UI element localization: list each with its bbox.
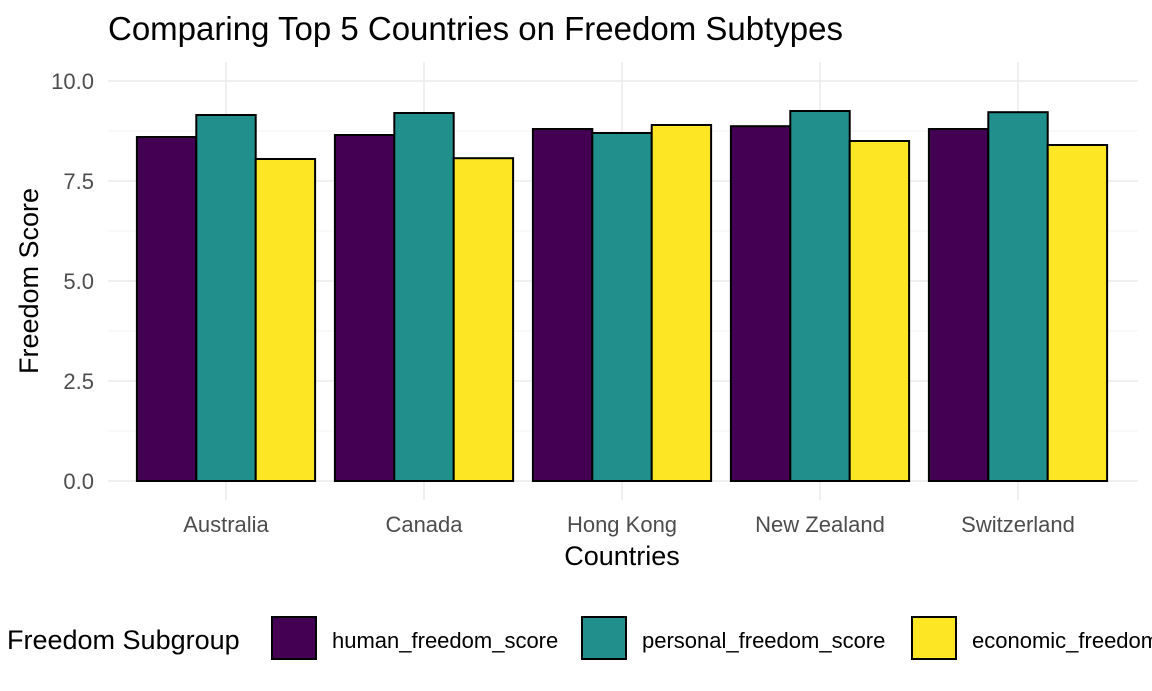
x-axis-title: Countries	[564, 541, 680, 571]
legend-key-personal-freedom-score	[581, 616, 627, 660]
bar-human-freedom-score-canada	[333, 134, 396, 482]
legend: Freedom Subgroup human_freedom_score pers…	[7, 616, 1152, 660]
bar-personal-freedom-score-new-zealand	[789, 110, 851, 482]
bar-personal-freedom-score-canada	[393, 112, 455, 482]
bar-economic-freedom-score-australia	[254, 158, 317, 482]
bar-economic-freedom-score-canada	[452, 157, 515, 482]
legend-items: human_freedom_score personal_freedom_scor…	[271, 616, 1152, 660]
y-axis-title: Freedom Score	[14, 188, 44, 374]
x-tick-label: Hong Kong	[567, 512, 677, 537]
ticks-layer: 0.0 2.5 5.0 7.5 10.0 Australia Canada Hong Kong…	[51, 69, 1075, 537]
bar-human-freedom-score-switzerland	[927, 128, 990, 482]
legend-key-human-freedom-score	[271, 616, 317, 660]
bar-economic-freedom-score-new-zealand	[848, 140, 911, 482]
legend-label-personal-freedom-score: personal_freedom_score	[642, 628, 885, 653]
legend-label-economic-freedom-score: economic_freedom_score	[972, 628, 1152, 653]
x-tick-label: New Zealand	[755, 512, 885, 537]
bars-layer	[135, 110, 1109, 482]
x-tick-label: Australia	[183, 512, 269, 537]
legend-title: Freedom Subgroup	[7, 625, 240, 655]
bar-personal-freedom-score-hong-kong	[591, 132, 653, 482]
y-tick-label: 7.5	[63, 169, 94, 194]
x-tick-label: Switzerland	[961, 512, 1075, 537]
chart-title: Comparing Top 5 Countries on Freedom Sub…	[108, 10, 843, 47]
y-tick-label: 5.0	[63, 269, 94, 294]
legend-key-economic-freedom-score	[911, 616, 957, 660]
bar-human-freedom-score-australia	[135, 136, 198, 482]
bar-economic-freedom-score-hong-kong	[650, 124, 713, 482]
bar-personal-freedom-score-switzerland	[987, 111, 1049, 482]
y-tick-label: 10.0	[51, 69, 94, 94]
bar-human-freedom-score-hong-kong	[531, 128, 594, 482]
bar-economic-freedom-score-switzerland	[1046, 144, 1109, 482]
bar-personal-freedom-score-australia	[195, 114, 257, 482]
bar-human-freedom-score-new-zealand	[729, 125, 792, 482]
x-tick-label: Canada	[385, 512, 463, 537]
y-tick-label: 2.5	[63, 369, 94, 394]
legend-label-human-freedom-score: human_freedom_score	[332, 628, 558, 653]
y-tick-label: 0.0	[63, 469, 94, 494]
